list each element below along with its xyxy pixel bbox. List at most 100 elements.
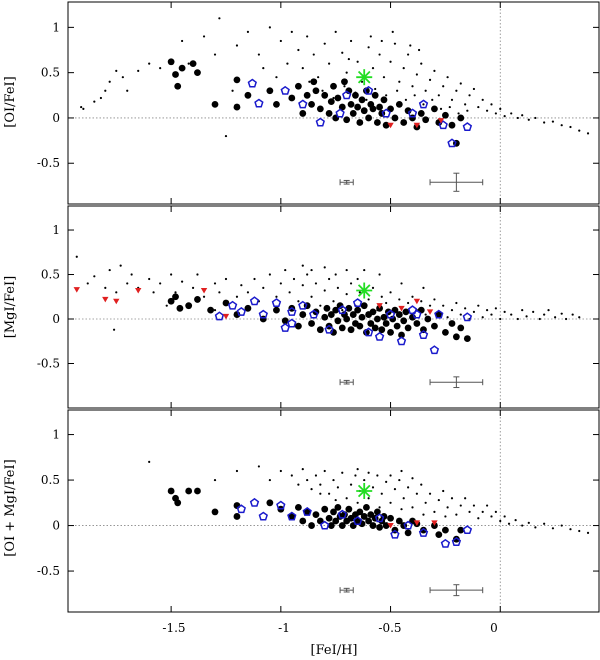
- bulge-star-dot: [321, 505, 329, 513]
- field-star-dot: [450, 309, 454, 312]
- field-star-dot: [477, 517, 480, 520]
- bulge-star-dot: [341, 78, 348, 86]
- bulge-star-dot: [404, 324, 412, 332]
- field-star-dot: [202, 35, 206, 38]
- bulge-star-dot: [365, 114, 373, 122]
- field-star-dot: [301, 264, 304, 267]
- bulge-star-dot: [442, 111, 449, 119]
- bulge-star-dot: [442, 526, 449, 534]
- bulge-star-dot: [294, 503, 302, 511]
- bulge-star-dot: [354, 103, 362, 111]
- field-star-dot: [514, 518, 517, 522]
- error-bar-left: [339, 179, 354, 186]
- field-star-dot: [380, 295, 383, 298]
- bulge-star-dot: [308, 522, 315, 529]
- field-star-dot: [301, 67, 304, 70]
- triangle-marker: [398, 305, 405, 312]
- bulge-star-dot: [345, 304, 353, 312]
- field-star-dot: [371, 286, 375, 289]
- bulge-star-dot: [349, 110, 357, 117]
- field-star-dot: [494, 307, 497, 310]
- field-star-dot: [455, 513, 458, 516]
- field-star-dot: [202, 295, 206, 298]
- field-star-dot: [367, 298, 370, 301]
- field-star-dot: [334, 498, 337, 502]
- triangle-marker: [376, 303, 383, 309]
- bulge-star-dot: [194, 487, 201, 495]
- bulge-star-dot: [172, 71, 179, 78]
- field-star-dot: [431, 98, 434, 101]
- field-star-dot: [180, 39, 184, 43]
- field-star-dot: [389, 60, 392, 63]
- field-star-dot: [268, 478, 271, 482]
- field-star-dot: [257, 53, 260, 56]
- bulge-star-dot: [299, 311, 307, 318]
- field-star-dot: [391, 30, 394, 33]
- bulge-star-dot: [365, 517, 373, 525]
- field-star-dot: [442, 489, 445, 493]
- field-star-dot: [503, 515, 506, 518]
- y-axis-label: [OI/FeI]: [3, 76, 18, 127]
- field-star-dot: [345, 497, 348, 500]
- field-star-dot: [104, 286, 107, 289]
- bulge-star-dot: [327, 522, 335, 529]
- field-star-dot: [378, 53, 381, 56]
- bulge-star-dot: [281, 317, 289, 325]
- field-star-dot: [314, 474, 318, 477]
- field-star-dot: [257, 465, 260, 468]
- field-star-dot: [459, 82, 462, 85]
- field-star-dot: [424, 313, 427, 316]
- bulge-star-dot: [395, 311, 403, 318]
- bulge-star-dot: [189, 60, 197, 67]
- field-star-dot: [560, 124, 563, 127]
- field-star-dot: [444, 515, 447, 518]
- field-star-dot: [499, 107, 502, 110]
- field-star-dot: [413, 94, 416, 97]
- triangle-marker: [426, 309, 434, 315]
- field-star-dot: [323, 289, 326, 292]
- pentagon-marker: [247, 78, 257, 88]
- pentagon-marker: [381, 108, 391, 118]
- panel-frame: [67, 1, 600, 205]
- field-star-dot: [503, 310, 506, 313]
- pentagon-marker: [396, 336, 407, 346]
- field-star-dot: [393, 42, 397, 45]
- pentagon-marker: [280, 85, 290, 95]
- field-star-dot: [472, 87, 476, 91]
- bulge-star-dot: [431, 105, 438, 113]
- pentagon-marker: [440, 538, 451, 548]
- field-star-dot: [385, 94, 388, 97]
- bulge-star-dot: [352, 91, 359, 99]
- bulge-star-dot: [327, 311, 335, 318]
- pentagon-marker: [254, 98, 264, 108]
- field-star-dot: [235, 295, 239, 298]
- bulge-star-dot: [463, 335, 471, 342]
- field-star-dot: [288, 291, 291, 294]
- bulge-star-dot: [343, 315, 351, 323]
- field-star-dot: [450, 98, 454, 101]
- field-star-dot: [306, 35, 309, 38]
- field-star-dot: [268, 26, 271, 29]
- field-star-dot: [336, 286, 339, 289]
- bulge-star-dot: [266, 499, 274, 507]
- y-tick-label: 0: [52, 312, 60, 326]
- field-star-dot: [174, 291, 177, 294]
- bulge-star-dot: [303, 508, 311, 516]
- bulge-star-dot: [222, 299, 230, 307]
- field-star-dot: [485, 109, 489, 112]
- field-star-dot: [459, 504, 462, 507]
- field-star-dot: [503, 115, 506, 118]
- field-star-dot: [332, 478, 335, 482]
- field-star-dot: [380, 39, 383, 43]
- bulge-star-dot: [360, 302, 368, 310]
- pentagon-marker: [352, 298, 363, 307]
- pentagon-marker: [236, 306, 246, 316]
- pentagon-marker: [320, 520, 330, 530]
- bulge-star-dot: [294, 322, 302, 330]
- field-star-dot: [411, 477, 414, 480]
- field-star-dot: [485, 504, 489, 507]
- field-star-dot: [334, 273, 337, 276]
- bulge-star-dot: [273, 306, 280, 314]
- field-star-dot: [527, 118, 530, 121]
- bulge-star-dot: [266, 87, 274, 95]
